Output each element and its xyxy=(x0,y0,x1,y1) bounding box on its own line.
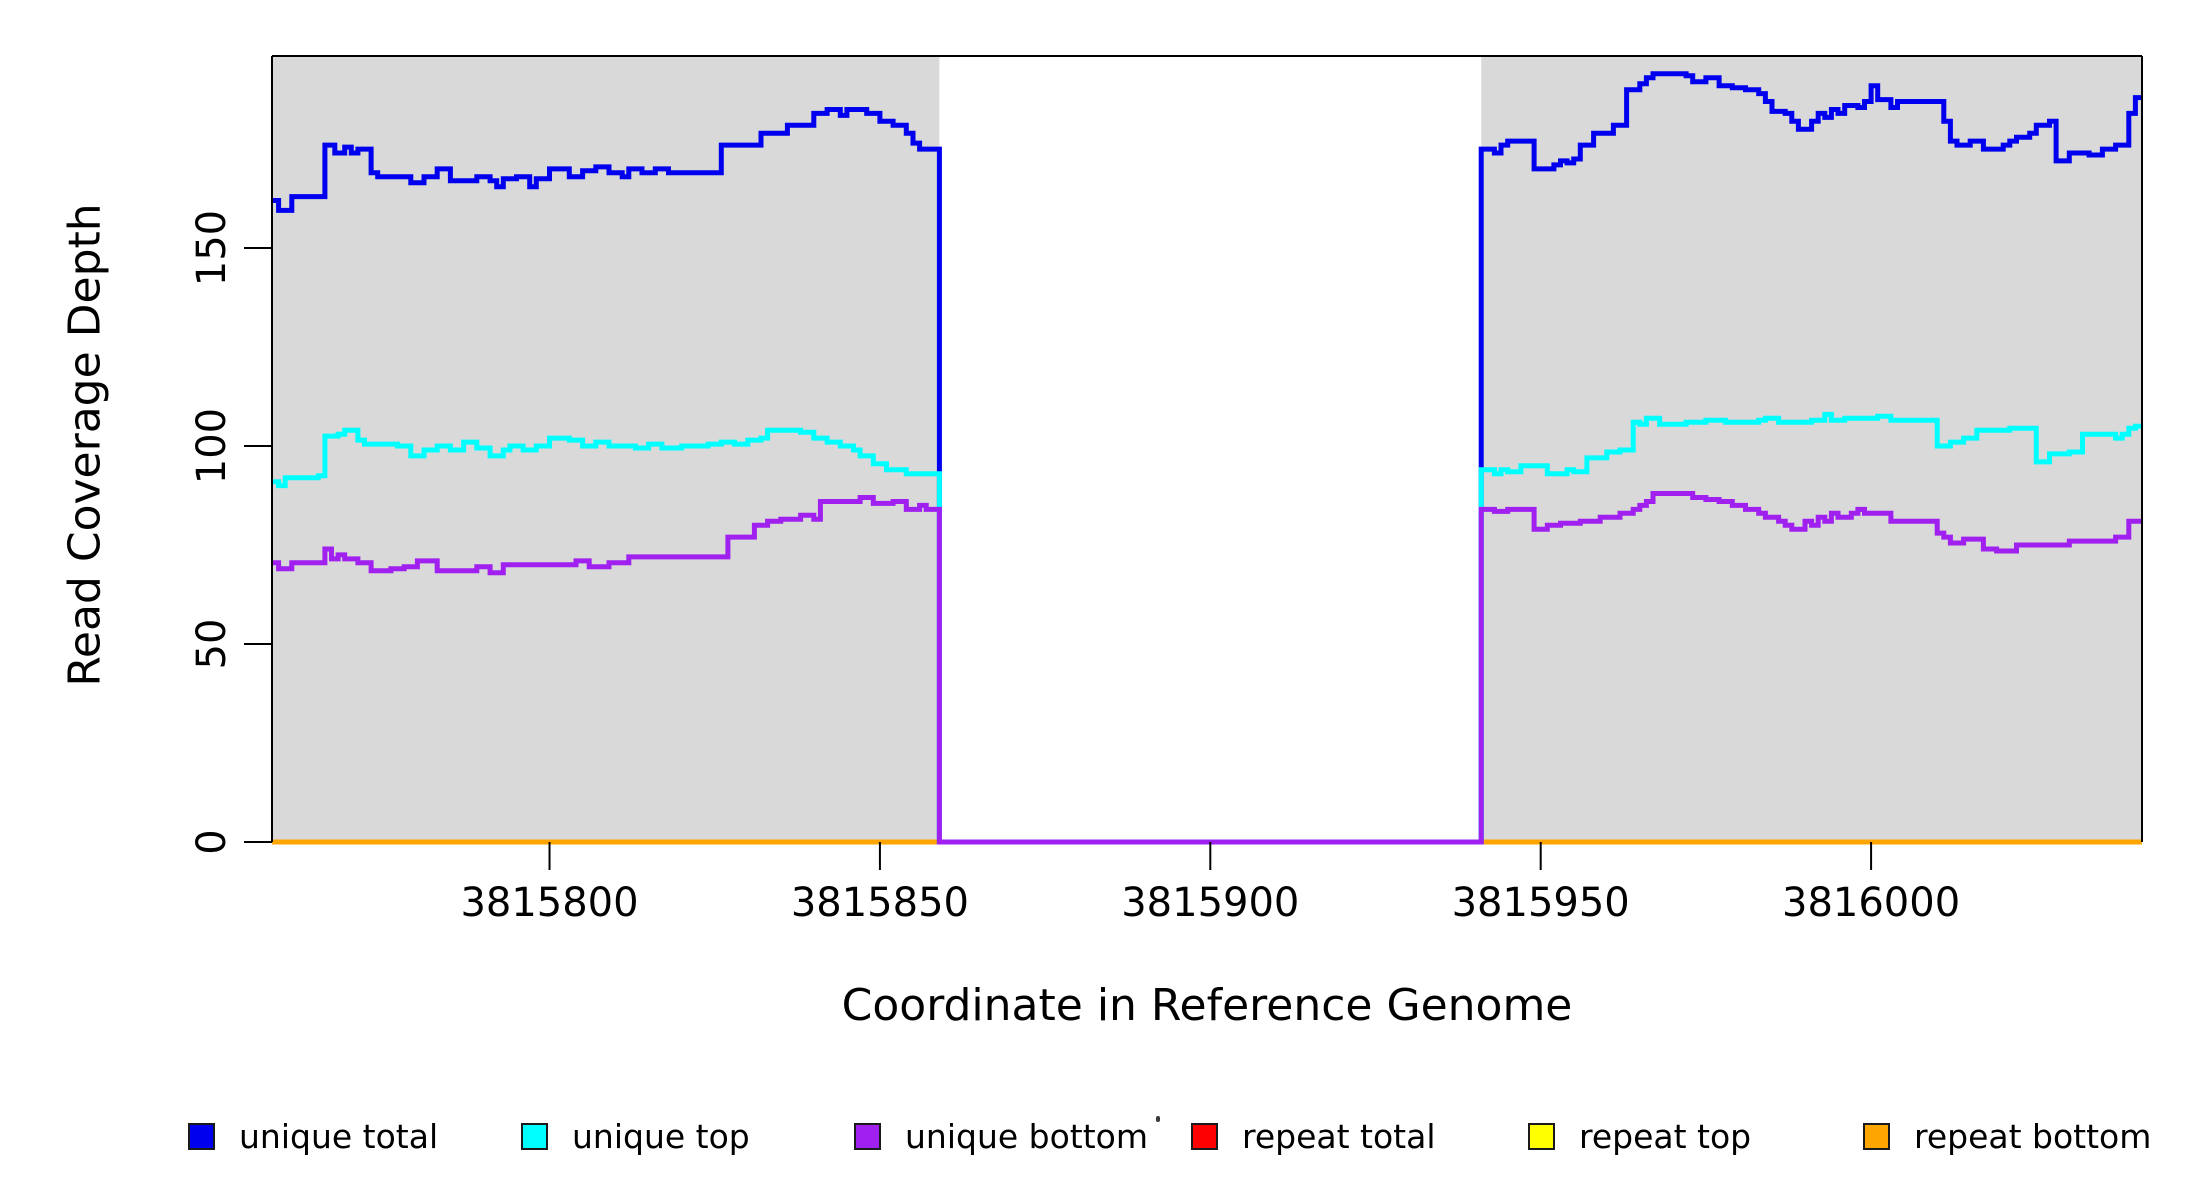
coverage-band-right xyxy=(1481,56,2142,842)
legend-swatch-icon xyxy=(1191,1122,1218,1150)
stray-dot-mark xyxy=(1156,1116,1160,1122)
legend-entry-unique-bottom: unique bottom xyxy=(854,1108,1148,1164)
x-tick-label: 3815850 xyxy=(791,880,969,926)
legend-label: unique bottom xyxy=(905,1116,1149,1156)
series-unique-top xyxy=(272,411,2142,845)
legend-swatch-icon xyxy=(188,1122,215,1150)
legend-swatch-icon xyxy=(1863,1122,1890,1150)
legend-label: repeat total xyxy=(1242,1116,1436,1156)
coverage-band-left xyxy=(272,56,940,842)
y-tick-label: 0 xyxy=(189,829,235,854)
legend: unique total unique top unique bottom repea… xyxy=(0,1108,2200,1164)
legend-swatch-icon xyxy=(1528,1122,1555,1150)
x-tick-label: 3815800 xyxy=(460,880,638,926)
series-unique-total xyxy=(272,71,2142,845)
legend-entry-repeat-total: repeat total xyxy=(1191,1108,1436,1164)
y-tick-label: 50 xyxy=(189,619,235,670)
legend-label: repeat top xyxy=(1579,1116,1752,1156)
legend-label: unique total xyxy=(239,1116,439,1156)
legend-swatch-icon xyxy=(521,1122,548,1150)
legend-label: unique top xyxy=(572,1116,750,1156)
legend-label: repeat bottom xyxy=(1914,1116,2152,1156)
legend-entry-repeat-bottom: repeat bottom xyxy=(1863,1108,2151,1164)
y-axis-title: Read Coverage Depth xyxy=(59,203,111,687)
y-tick-label: 150 xyxy=(189,210,235,286)
legend-swatch-icon xyxy=(854,1122,881,1150)
x-tick-label: 3815950 xyxy=(1452,880,1630,926)
legend-entry-unique-top: unique top xyxy=(521,1108,750,1164)
y-tick-label: 100 xyxy=(189,408,235,484)
legend-entry-repeat-top: repeat top xyxy=(1528,1108,1751,1164)
x-tick-label: 3815900 xyxy=(1121,880,1299,926)
x-tick-label: 3816000 xyxy=(1782,880,1960,926)
x-axis-title: Coordinate in Reference Genome xyxy=(841,980,1573,1031)
legend-entry-unique-total: unique total xyxy=(188,1108,438,1164)
series-unique-bottom xyxy=(272,491,2142,845)
